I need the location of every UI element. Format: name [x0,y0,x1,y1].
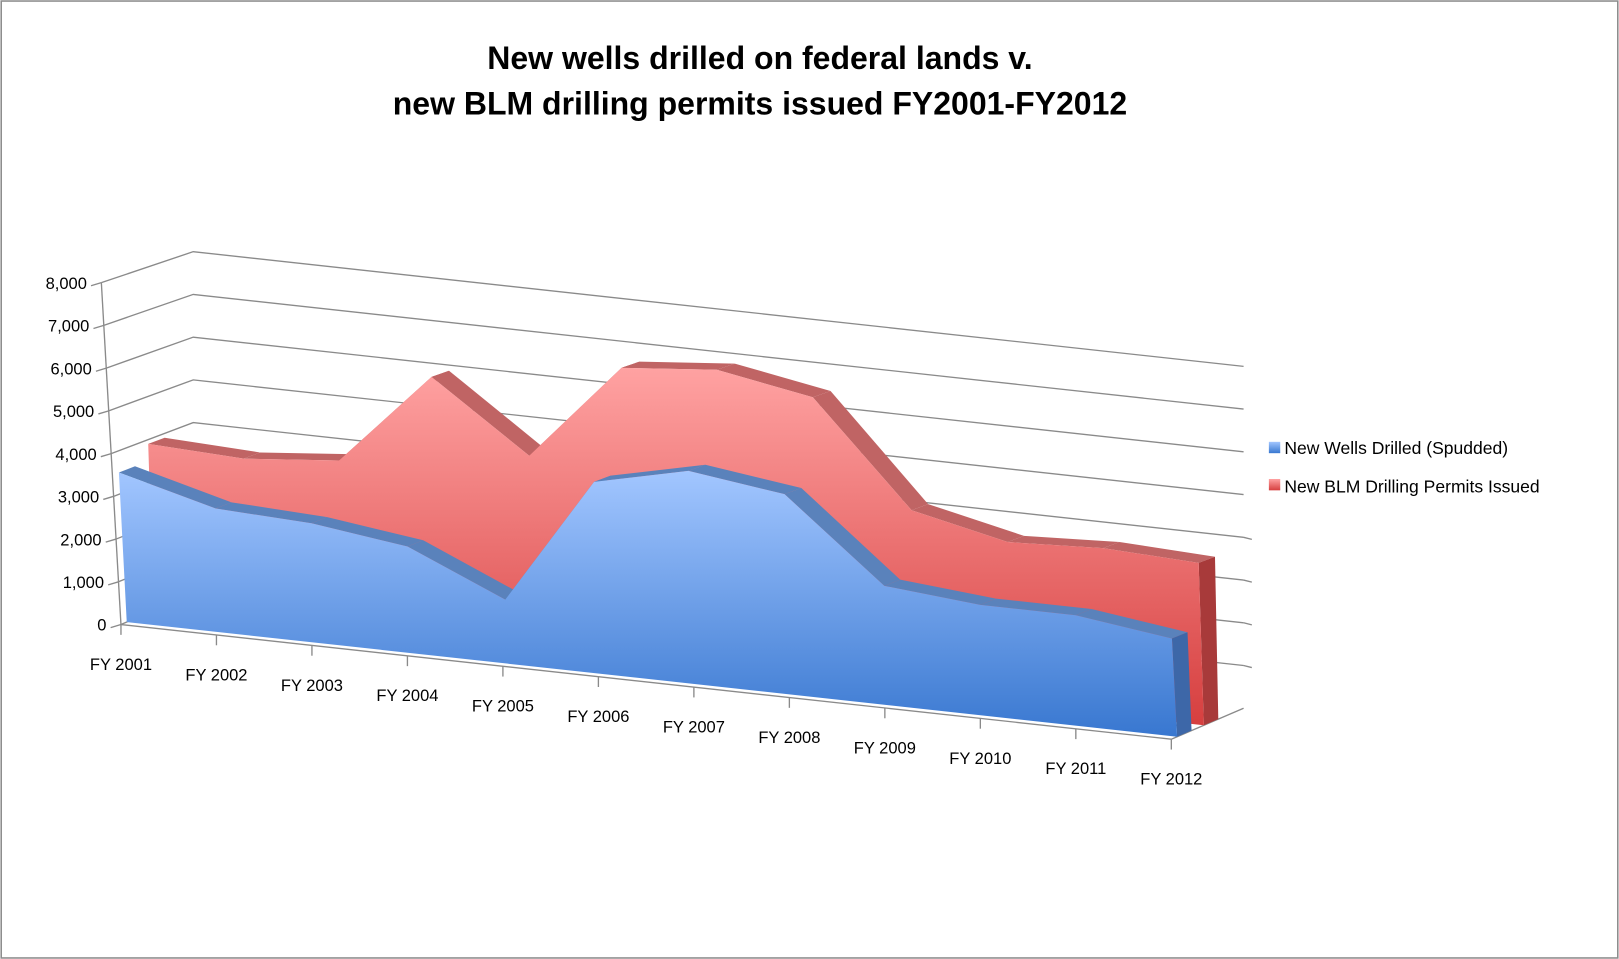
x-tick-label: FY 2003 [281,677,343,695]
axis-labels: 0 1,000 2,000 3,000 4,000 5,000 6,000 7,000 8,00… [46,275,1203,789]
legend: New Wells Drilled (Spudded) New BLM Dril… [1268,438,1540,496]
x-tick-label: FY 2006 [567,708,629,726]
area-top-strip [148,437,261,459]
y-tick-mark [110,623,122,629]
area-top-strip [784,487,901,586]
x-axis-line [120,623,1172,740]
gridline [106,336,1244,453]
x-tick-label: FY 2008 [758,729,820,747]
y-tick-label: 0 [97,617,106,635]
x-tick-label: FY 2007 [663,719,725,737]
y-tick-label: 1,000 [63,574,104,592]
y-tick-mark [98,410,109,415]
y-tick-label: 7,000 [48,318,89,336]
area-side-face [1171,632,1192,737]
area-top-strip [1103,541,1215,563]
x-tick-label: FY 2002 [185,666,247,684]
y-tick-mark [107,581,119,586]
y-tick-label: 8,000 [46,275,87,293]
legend-label-wells: New Wells Drilled (Spudded) [1284,438,1508,458]
x-tick-label: FY 2001 [90,656,152,674]
y-tick-mark [93,324,104,330]
area-top-strip [407,540,521,600]
chart-title-line-1: New wells drilled on federal lands v. [487,40,1032,76]
area-top-strip [621,361,735,370]
y-tick-label: 2,000 [60,531,101,549]
series-wells [118,464,1192,737]
right-tick-mark [1243,664,1253,669]
y-tick-label: 4,000 [55,446,96,464]
area-top-strip [716,363,831,398]
area-front-face [118,470,1178,737]
x-tick-label: FY 2004 [376,687,438,705]
legend-label-permits: New BLM Drilling Permits Issued [1284,476,1539,496]
x-tick-label: FY 2012 [1140,771,1202,789]
y-tick-mark [105,538,117,543]
area-top-strip [884,579,997,605]
area-top-strip [911,504,1025,543]
right-tick-mark [1243,536,1253,541]
area-top-strip [980,598,1092,616]
plot-area [118,361,1219,737]
x-tick-label: FY 2009 [854,739,916,757]
area-top-strip [688,464,802,495]
right-tick-mark [1243,579,1253,583]
y-tick-label: 5,000 [53,403,94,421]
chart-title-line-2: new BLM drilling permits issued FY2001-F… [393,86,1127,122]
y-axis-line [100,282,122,625]
area-top-strip [243,452,356,461]
x-tick-label: FY 2010 [949,750,1011,768]
gridline [108,379,1244,496]
gridline [103,293,1244,410]
legend-swatch-permits [1268,478,1281,491]
area-top-strip [431,370,546,456]
right-tick-mark [1243,622,1253,626]
area-top-strip [812,391,929,511]
gridline [101,250,1244,368]
y-tick-mark [95,367,107,372]
legend-swatch-wells [1268,441,1281,454]
x-tick-label: FY 2005 [472,698,534,716]
y-tick-mark [90,281,102,287]
area-top-strip [594,464,706,482]
y-tick-mark [100,452,112,458]
area-top-strip [215,502,328,524]
area-side-face [1198,556,1219,726]
y-tick-mark [103,495,114,501]
y-tick-label: 3,000 [58,489,99,507]
area-top-strip [118,466,232,509]
area-top-strip [1007,535,1120,549]
area-top-strip [311,517,424,547]
y-tick-label: 6,000 [51,360,92,378]
x-tick-label: FY 2011 [1045,760,1106,778]
area-top-strip [1075,609,1188,639]
